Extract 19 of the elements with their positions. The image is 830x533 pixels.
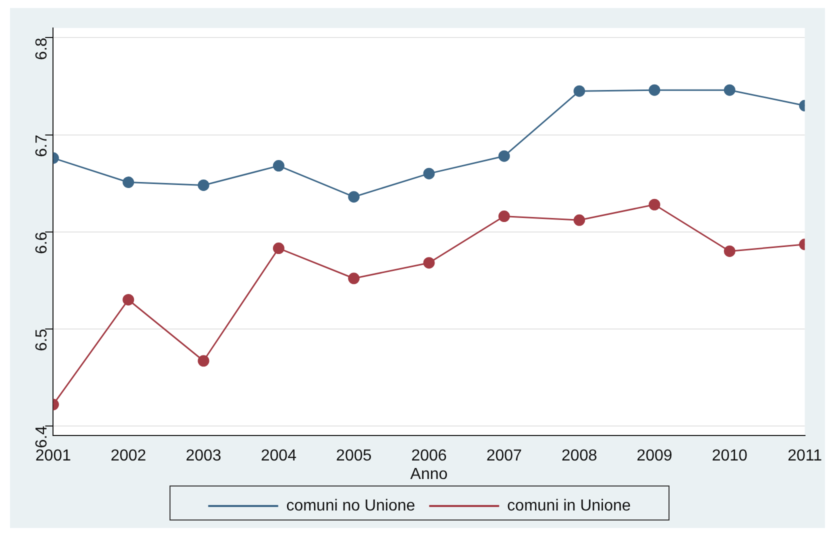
x-tick-label: 2005 xyxy=(336,448,372,465)
y-tick-label: 6.5 xyxy=(34,328,51,352)
y-tick-label: 6.7 xyxy=(34,134,51,157)
legend-label: comuni in Unione xyxy=(507,497,631,514)
x-tick-label: 2004 xyxy=(260,448,297,465)
x-tick-label: 2006 xyxy=(411,448,447,465)
x-tick-label: 2003 xyxy=(186,448,222,465)
y-tick-label: 6.4 xyxy=(34,426,51,448)
legend-label: comuni no Unione xyxy=(286,497,416,514)
x-tick-label: 2008 xyxy=(562,448,598,465)
x-axis-title: Anno xyxy=(410,466,448,483)
x-tick-label: 2011 xyxy=(788,448,822,465)
x-tick-label: 2009 xyxy=(636,448,672,465)
x-tick-label: 2001 xyxy=(35,448,72,465)
x-tick-label: 2002 xyxy=(110,448,146,465)
x-tick-label: 2010 xyxy=(712,448,748,465)
y-tick-label: 6.6 xyxy=(34,232,51,254)
y-tick-label: 6.8 xyxy=(34,38,51,60)
x-tick-label: 2007 xyxy=(486,448,522,465)
